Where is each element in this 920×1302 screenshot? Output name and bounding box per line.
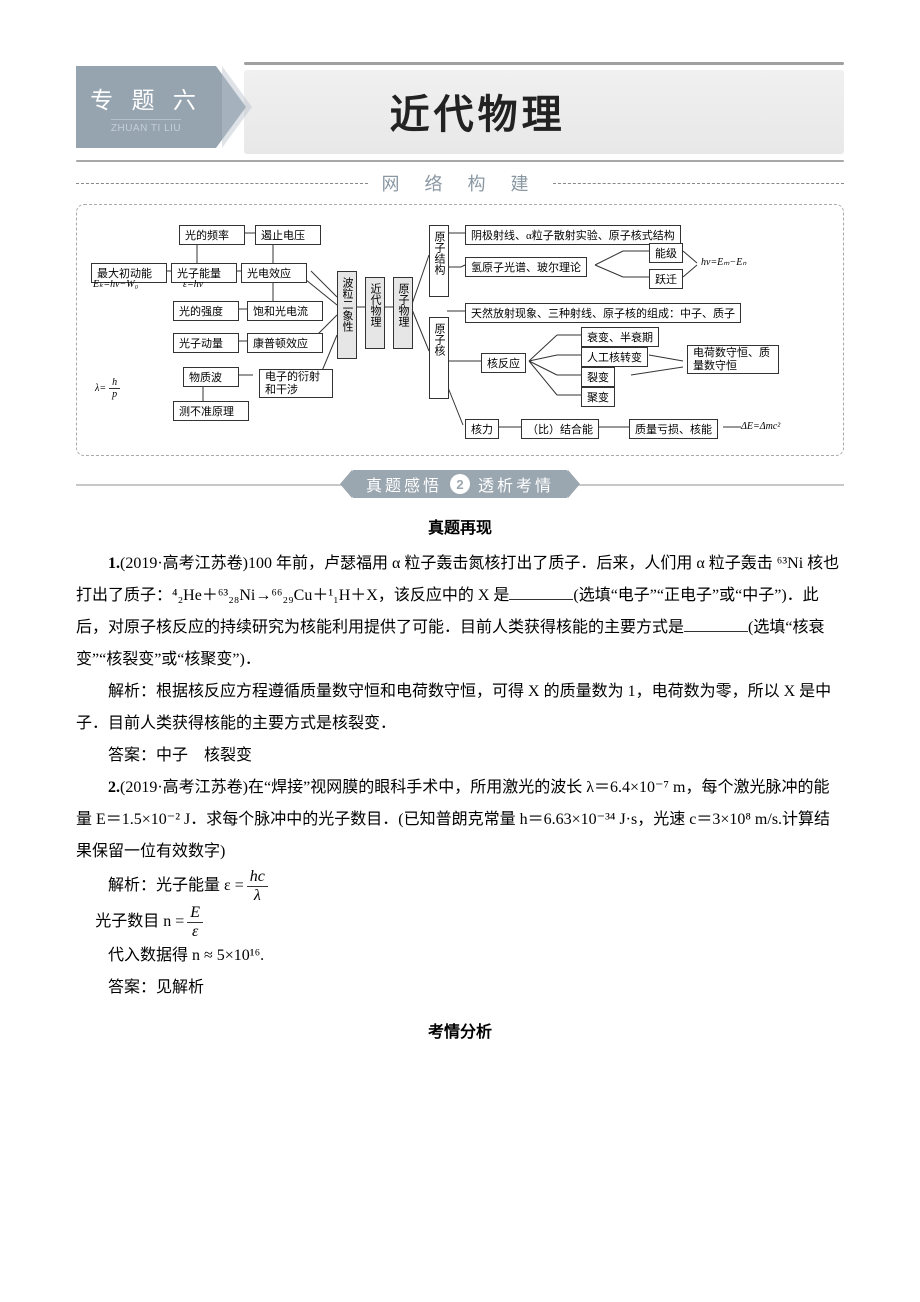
q2-line2: 光子数目 n = Eε [95, 904, 844, 940]
fraction-icon: Eε [187, 904, 203, 940]
compass-icon: 2 [450, 474, 470, 494]
mm-node: 电荷数守恒、质量数守恒 [687, 345, 779, 374]
mm-node: 衰变、半衰期 [581, 327, 659, 347]
mm-node: 跃迁 [649, 269, 683, 289]
mm-formula-lambda: λ= hp [95, 377, 123, 400]
dash-left [76, 183, 368, 184]
mm-hub: 近代物理 [365, 277, 385, 349]
banner-arrow-icon [216, 66, 246, 148]
mm-formula: Eₖ=hν−W₀ [93, 279, 138, 290]
q2-line1: 解析： 光子能量 ε = hcλ [108, 868, 844, 904]
mm-node: 物质波 [183, 367, 239, 387]
mm-node: 光子动量 [173, 333, 239, 353]
mm-node: 原子核 [429, 317, 449, 399]
mm-node: 光子能量 [171, 263, 237, 283]
subheading-2: 考情分析 [76, 1018, 844, 1042]
mm-node: 天然放射现象、三种射线、原子核的组成：中子、质子 [465, 303, 741, 323]
mm-node: 核反应 [481, 353, 526, 373]
banner-topic-box: 专 题 六 ZHUAN TI LIU [76, 66, 216, 148]
mm-node: 人工核转变 [581, 347, 648, 367]
mm-node: 光的频率 [179, 225, 245, 245]
q2-l2-pref: 光子数目 n = [95, 906, 184, 938]
mm-node: 阴极射线、α粒子散射实验、原子核式结构 [465, 225, 681, 245]
dash-right [553, 183, 845, 184]
mm-node: 聚变 [581, 387, 615, 407]
q1-sol: 根据核反应方程遵循质量数守恒和电荷数守恒，可得 X 的质量数为 1，电荷数为零，… [76, 683, 831, 732]
mm-formula: ε=hν [183, 279, 203, 290]
mm-node: 电子的衍射和干涉 [259, 369, 333, 398]
mm-formula: ΔE=Δmc² [741, 421, 780, 432]
banner2-left: 真题感悟 [366, 472, 442, 496]
mm-node: 测不准原理 [173, 401, 249, 421]
subheading: 真题再现 [76, 514, 844, 538]
mm-node: 原子结构 [429, 225, 449, 297]
mm-node: （比）结合能 [521, 419, 599, 439]
section-bar: 网 络 构 建 [76, 170, 844, 196]
mm-node: 裂变 [581, 367, 615, 387]
q2-answer: 答案：见解析 [76, 972, 844, 1004]
topic-number: 专 题 六 [90, 81, 202, 115]
ans-label: 答案： [108, 747, 156, 764]
question-1: 1.(2019·高考江苏卷)100 年前，卢瑟福用 α 粒子轰击氮核打出了质子．… [76, 548, 844, 676]
mm-node: 饱和光电流 [247, 301, 323, 321]
mm-node: 康普顿效应 [247, 333, 323, 353]
mm-formula: hν=Eₘ−Eₙ [701, 257, 746, 268]
banner2-right: 透析考情 [478, 472, 554, 496]
q2-ans: 见解析 [156, 979, 204, 996]
banner-top-line [244, 62, 844, 65]
q1-ans: 中子 核裂变 [156, 747, 252, 764]
q2-line3: 代入数据得 n ≈ 5×10¹⁶. [76, 940, 844, 972]
chapter-title: 近代物理 [390, 82, 566, 140]
mm-node: 能级 [649, 243, 683, 263]
q2-l1-pref: 光子能量 ε = [156, 870, 244, 902]
q2-src: (2019·高考江苏卷) [120, 779, 248, 796]
mm-hub: 原子物理 [393, 277, 413, 349]
blank-2 [684, 631, 748, 632]
fraction-icon: hcλ [247, 868, 268, 904]
mm-node: 氢原子光谱、玻尔理论 [465, 257, 587, 277]
q1-answer: 答案：中子 核裂变 [76, 740, 844, 772]
mm-node: 质量亏损、核能 [629, 419, 718, 439]
mm-node: 光的强度 [173, 301, 239, 321]
question-2: 2.(2019·高考江苏卷)在“焊接”视网膜的眼科手术中，所用激光的波长 λ＝6… [76, 772, 844, 868]
mm-node: 遏止电压 [255, 225, 321, 245]
q1-hint1: (选填“电子”“正电子”或“中子”) [573, 587, 786, 604]
q2-label: 2. [108, 779, 120, 796]
mm-node: 光电效应 [241, 263, 307, 283]
section-label: 网 络 构 建 [368, 170, 553, 196]
ans-label: 答案： [108, 979, 156, 996]
section-banner: 真题感悟 2 透析考情 [76, 470, 844, 498]
blank-1 [509, 599, 573, 600]
mm-hub: 波粒二象性 [337, 271, 357, 359]
q1-src: (2019·高考江苏卷) [120, 555, 248, 572]
sol-label: 解析： [108, 683, 156, 700]
mindmap: 光的频率 遏止电压 最大初动能 Eₖ=hν−W₀ 光子能量 ε=hν 光电效应 … [76, 204, 844, 456]
topic-pinyin: ZHUAN TI LIU [111, 119, 181, 134]
sol-label: 解析： [108, 870, 156, 902]
q1-solution: 解析：根据核反应方程遵循质量数守恒和电荷数守恒，可得 X 的质量数为 1，电荷数… [76, 676, 844, 740]
q1-label: 1. [108, 555, 120, 572]
mm-node: 核力 [465, 419, 499, 439]
chapter-banner: 专 题 六 ZHUAN TI LIU 近代物理 [76, 60, 844, 160]
banner-bottom-line [76, 160, 844, 162]
